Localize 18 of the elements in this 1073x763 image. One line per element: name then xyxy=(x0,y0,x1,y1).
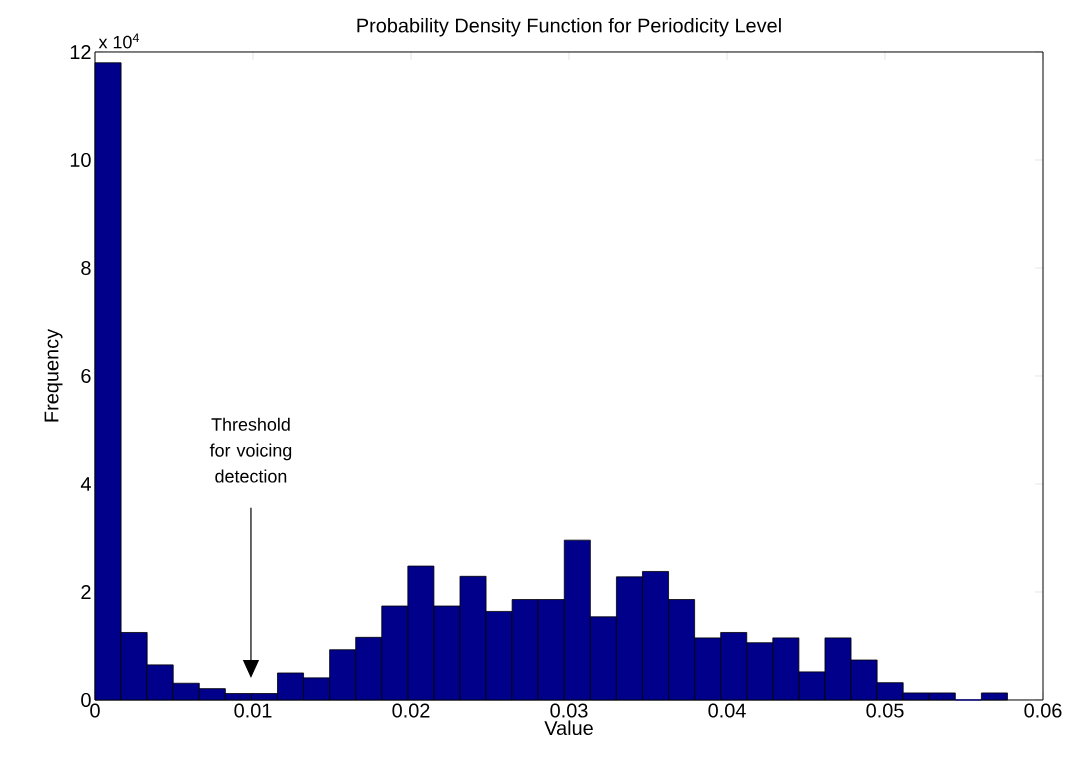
y-tick-label: 0 xyxy=(81,692,91,708)
x-tick-label: 0.03 xyxy=(550,703,588,718)
x-tick-label: 0.05 xyxy=(866,703,904,718)
y-tick-label: 8 xyxy=(81,260,91,276)
x-tick-label: 0.04 xyxy=(708,703,746,718)
text: x 10$^{4}$ xyxy=(98,33,140,49)
x-axis-title: Value xyxy=(544,720,593,736)
x-tick-label: 0.02 xyxy=(392,703,430,718)
y-axis-title: Frequency xyxy=(44,328,63,422)
y-tick-label: 2 xyxy=(81,585,91,599)
y-tick-label: 4 xyxy=(80,477,91,491)
y-tick-label: 10 xyxy=(70,152,91,168)
x-tick-label: 0.01 xyxy=(234,703,272,718)
y-tick-label: 6 xyxy=(81,368,91,384)
chart-title: Probability Density Function for Periodicity Level xyxy=(357,17,781,37)
x-tick-label: 0.06 xyxy=(1024,703,1062,718)
annotation: Threshold for voicing detection xyxy=(209,417,292,483)
y-tick-label: 12 xyxy=(70,45,91,59)
